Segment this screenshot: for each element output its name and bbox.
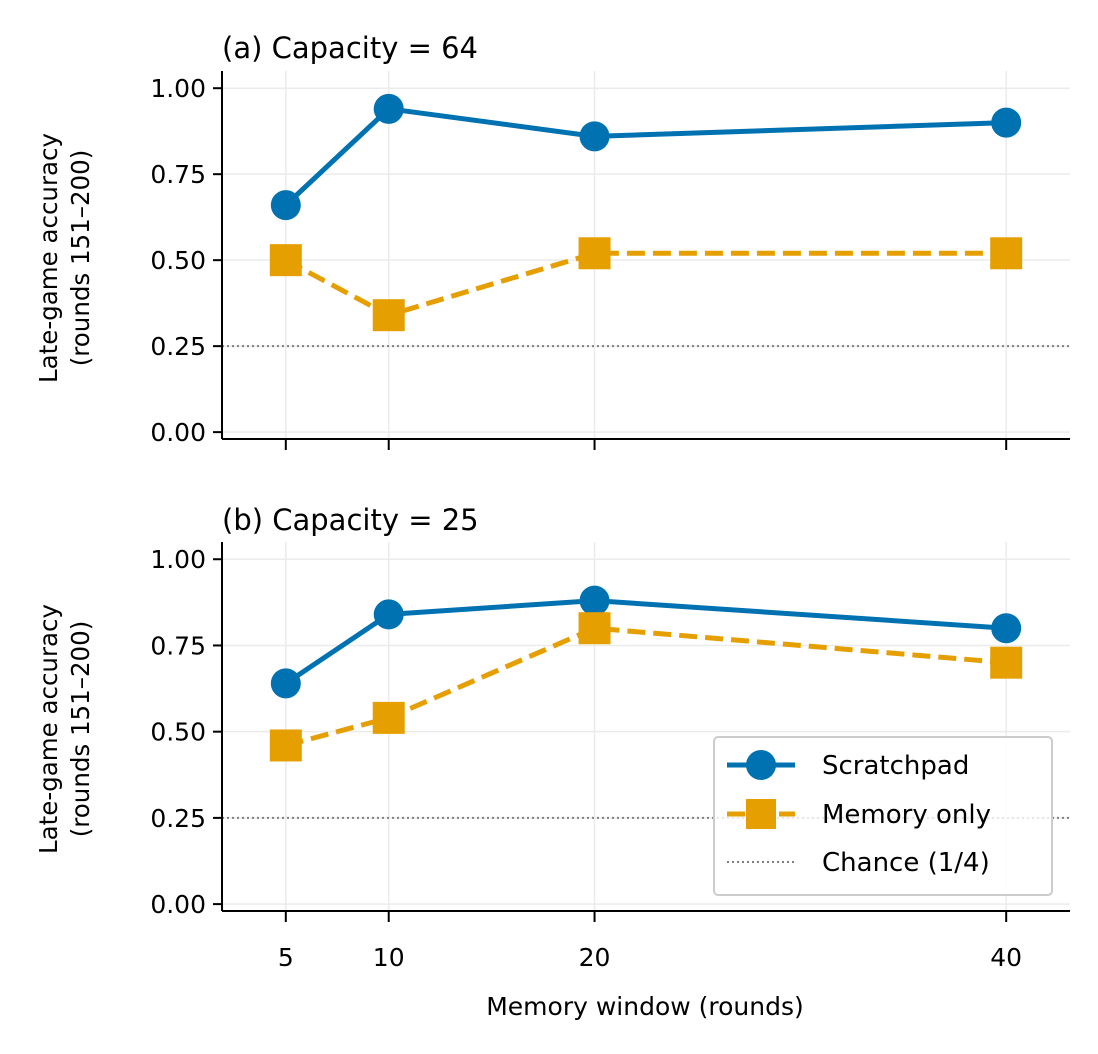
panel-a-ytick-label-1: 0.25	[150, 332, 206, 361]
panel-b-ytick-label-1: 0.25	[150, 804, 206, 833]
panel-a-ytick-label-3: 0.75	[150, 160, 206, 189]
panel-a-scratchpad-point-0	[270, 190, 301, 221]
panel-a-plot-area: 0.00 0.25 0.50 0.75 1.00	[150, 71, 1070, 450]
panel-a-memory-only-point-3	[990, 237, 1023, 270]
panel-b-xtick-label-3: 40	[990, 943, 1022, 972]
panel-b-xtick-label-1: 10	[373, 943, 405, 972]
panel-b-scratchpad-point-2	[579, 585, 610, 616]
panel-a-title: (a) Capacity = 64	[222, 31, 478, 65]
legend-scratchpad-label: Scratchpad	[822, 751, 969, 781]
panel-b-xtick-label-2: 20	[579, 943, 611, 972]
panel-a: (a) Capacity = 64 Late-game accuracy (ro…	[34, 31, 1070, 450]
panel-a-memory-only-line	[284, 250, 1007, 318]
legend-scratchpad-marker	[746, 750, 776, 780]
legend-memory-marker	[746, 799, 776, 829]
panel-b-memory-only-point-0	[269, 729, 302, 762]
panel-b-ytick-label-3: 0.75	[150, 631, 206, 660]
panel-a-ylabel-line1: Late-game accuracy	[34, 133, 63, 383]
panel-b-scratchpad-point-3	[991, 613, 1022, 644]
x-axis-label: Memory window (rounds)	[486, 992, 804, 1021]
legend-entry-chance: Chance (1/4)	[727, 848, 990, 878]
panel-b-scratchpad-point-0	[270, 668, 301, 699]
panel-b-ylabel-line1: Late-game accuracy	[34, 604, 63, 854]
panel-b-ylabel-line2: (rounds 151–200)	[66, 621, 95, 838]
panel-a-ytick-label-0: 0.00	[150, 418, 206, 447]
panel-a-scratchpad-point-2	[579, 121, 610, 152]
panel-a-scratchpad-line	[284, 106, 1007, 207]
panel-b-scratchpad-point-1	[373, 599, 404, 630]
legend-frame	[713, 736, 1053, 896]
panel-b-ytick-label-2: 0.50	[150, 718, 206, 747]
panel-a-memory-only-point-2	[578, 237, 611, 270]
panel-a-ytick-label-4: 1.00	[150, 74, 206, 103]
panel-a-memory-only-point-0	[269, 244, 302, 277]
panel-a-scratchpad-point-3	[991, 107, 1022, 138]
panel-b-scratchpad-line	[284, 598, 1007, 686]
panel-a-memory-only-point-1	[372, 299, 405, 332]
legend-chance-label: Chance (1/4)	[822, 848, 990, 878]
legend-entry-memory-only: Memory only	[727, 799, 991, 830]
panel-a-ylabel-line2: (rounds 151–200)	[66, 150, 95, 367]
panel-a-ytick-label-2: 0.50	[150, 246, 206, 275]
panel-a-scratchpad-point-1	[373, 93, 404, 124]
panel-b-title: (b) Capacity = 25	[222, 503, 479, 537]
panel-b-ytick-label-0: 0.00	[150, 890, 206, 919]
panel-b-memory-only-line	[285, 625, 1007, 748]
legend-entry-scratchpad: Scratchpad	[727, 750, 969, 781]
panel-b: (b) Capacity = 25 Late-game accuracy (ro…	[34, 503, 1070, 1021]
panel-b-plot-area: 0.00 0.25 0.50 0.75 1.00 5 10 20 40	[150, 542, 1070, 972]
panel-b-memory-only-point-1	[372, 701, 405, 734]
legend-memory-label: Memory only	[822, 800, 991, 830]
panel-b-memory-only-point-3	[990, 646, 1023, 679]
panel-b-memory-only-point-2	[578, 612, 611, 645]
legend: Scratchpad Memory only Chance (1/4)	[713, 736, 1053, 896]
panel-b-xtick-label-0: 5	[278, 943, 294, 972]
panel-b-ytick-label-4: 1.00	[150, 545, 206, 574]
